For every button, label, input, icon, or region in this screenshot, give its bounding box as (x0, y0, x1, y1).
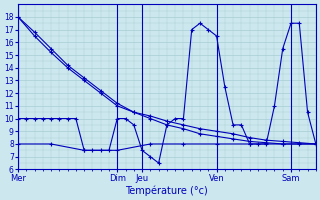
X-axis label: Température (°c): Température (°c) (125, 185, 208, 196)
